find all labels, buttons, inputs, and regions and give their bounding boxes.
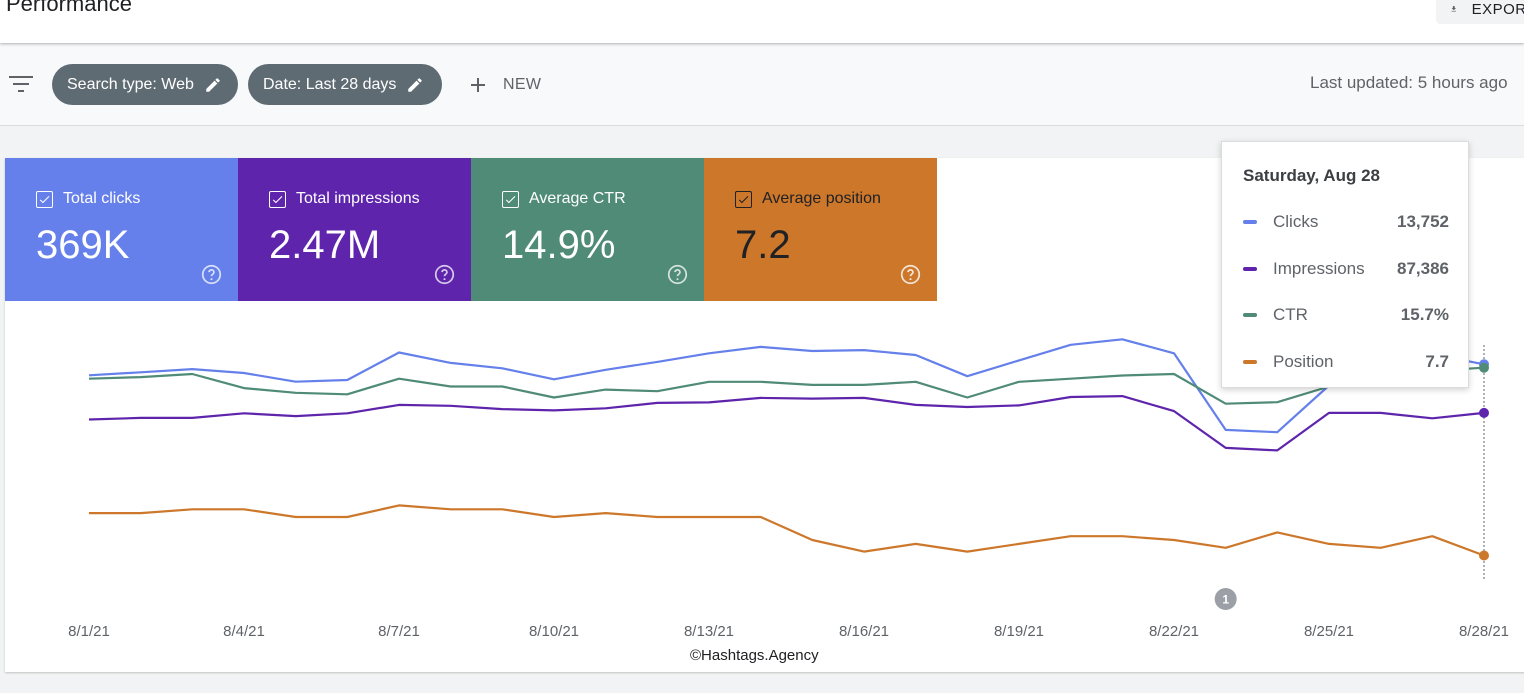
tooltip-series-value: 7.7: [1425, 352, 1449, 371]
tooltip-series-value: 15.7%: [1400, 305, 1449, 324]
last-updated-text: Last updated: 5 hours ago: [1310, 73, 1508, 92]
download-icon: [1451, 6, 1457, 12]
tooltip-series-name: Clicks: [1273, 212, 1319, 231]
checkbox-checked-icon[interactable]: [502, 190, 519, 208]
plus-icon: [471, 78, 485, 92]
highlight-point-ctr[interactable]: [1479, 362, 1489, 373]
help-icon[interactable]: [667, 264, 688, 285]
highlight-point-impressions[interactable]: [1479, 407, 1489, 418]
metric-value: 2.47M: [269, 223, 381, 267]
date-range-chip[interactable]: Date: Last 28 days: [248, 64, 442, 105]
search-type-chip-label: Search type: Web: [67, 75, 194, 93]
x-tick-label: 8/19/21: [994, 623, 1044, 640]
tooltip-row-ctr: CTR 15.7%: [1243, 303, 1449, 327]
credit-text: ©Hashtags.Agency: [690, 647, 819, 664]
metric-average-ctr[interactable]: Average CTR 14.9%: [471, 158, 704, 301]
chart-tooltip: Saturday, Aug 28 Clicks 13,752 Impressio…: [1221, 141, 1469, 388]
metric-average-position[interactable]: Average position 7.2: [704, 158, 937, 301]
legend-swatch: [1243, 220, 1257, 224]
x-tick-label: 8/28/21: [1459, 623, 1509, 640]
tooltip-row-impressions: Impressions 87,386: [1243, 257, 1449, 281]
legend-swatch: [1243, 313, 1257, 317]
tooltip-series-value: 87,386: [1397, 259, 1449, 278]
page-header: Performance EXPORT: [0, 0, 1524, 43]
tooltip-series-name: Impressions: [1273, 259, 1365, 278]
metric-label: Total clicks: [63, 190, 141, 207]
x-tick-label: 8/13/21: [684, 623, 734, 640]
date-range-chip-label: Date: Last 28 days: [263, 75, 397, 93]
series-line-impressions: [88, 395, 1485, 452]
highlight-point-position[interactable]: [1479, 550, 1489, 561]
metric-label: Total impressions: [296, 190, 420, 207]
metric-total-impressions[interactable]: Total impressions 2.47M: [238, 158, 471, 301]
metric-value: 7.2: [735, 223, 791, 267]
x-tick-label: 8/25/21: [1304, 623, 1354, 640]
metric-value: 14.9%: [502, 223, 616, 267]
tooltip-series-name: Position: [1273, 352, 1334, 371]
export-button[interactable]: EXPORT: [1436, 0, 1524, 24]
metric-total-clicks[interactable]: Total clicks 369K: [5, 158, 238, 301]
help-icon[interactable]: [434, 264, 455, 285]
tooltip-series-name: CTR: [1273, 305, 1308, 324]
tooltip-date: Saturday, Aug 28: [1243, 166, 1380, 185]
x-tick-label: 8/1/21: [68, 623, 110, 640]
x-tick-label: 8/4/21: [223, 623, 265, 640]
tooltip-row-clicks: Clicks 13,752: [1243, 210, 1449, 234]
search-type-chip[interactable]: Search type: Web: [52, 64, 238, 105]
new-filter-button[interactable]: NEW: [466, 70, 541, 100]
series-line-position: [89, 504, 1485, 557]
help-icon[interactable]: [900, 264, 921, 285]
page-title: Performance: [6, 0, 132, 16]
filter-icon[interactable]: [9, 74, 33, 94]
new-filter-label: NEW: [503, 76, 542, 93]
series-line-ctr: [88, 366, 1485, 405]
x-tick-label: 8/7/21: [378, 623, 420, 640]
x-tick-label: 8/16/21: [839, 623, 889, 640]
annotation-marker[interactable]: 1: [1214, 588, 1237, 610]
metric-label: Average position: [762, 190, 881, 207]
svg-text:1: 1: [1222, 593, 1229, 607]
metric-label: Average CTR: [529, 190, 626, 207]
series-line-clicks: [88, 338, 1485, 434]
x-tick-label: 8/10/21: [529, 623, 579, 640]
metric-value: 369K: [36, 223, 130, 267]
tooltip-row-position: Position 7.7: [1243, 350, 1449, 374]
pencil-icon: [408, 77, 423, 92]
checkbox-checked-icon[interactable]: [735, 190, 752, 208]
export-label: EXPORT: [1471, 0, 1524, 18]
legend-swatch: [1243, 267, 1257, 271]
x-tick-label: 8/22/21: [1149, 623, 1199, 640]
checkbox-checked-icon[interactable]: [36, 190, 53, 208]
filter-bar: Search type: Web Date: Last 28 days NEW …: [0, 44, 1524, 126]
help-icon[interactable]: [201, 264, 222, 285]
pencil-icon: [206, 77, 220, 92]
tooltip-series-value: 13,752: [1397, 212, 1449, 231]
legend-swatch: [1243, 360, 1257, 364]
checkbox-checked-icon[interactable]: [269, 190, 286, 208]
